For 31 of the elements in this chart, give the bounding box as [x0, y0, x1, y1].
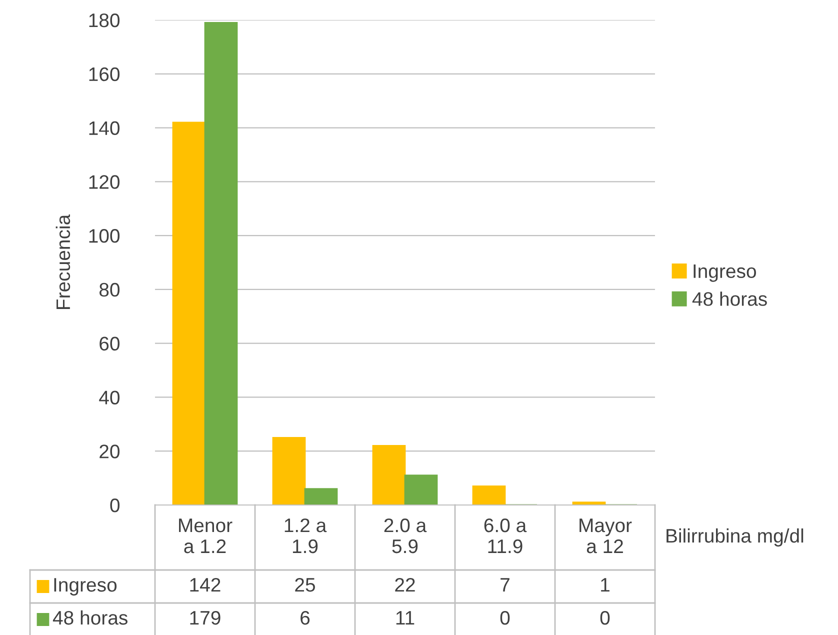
data-label: 1	[601, 578, 610, 592]
y-tick-label: 80	[99, 282, 120, 297]
x-tick-label: 2.0 a 5.9	[384, 518, 427, 554]
text: 48 horas	[52, 610, 128, 625]
y-tick-label: 0	[110, 498, 120, 512]
x-tick-label: 1.2 a 1.9	[284, 518, 327, 554]
y-tick-label: 160	[89, 67, 120, 82]
y-tick-label: 40	[99, 390, 120, 404]
x-axis-title: Bilirrubina mg/dl	[666, 528, 804, 547]
legend-label: Ingreso	[694, 264, 756, 282]
data-label: 22	[395, 578, 415, 592]
y-tick-label: 120	[89, 175, 120, 189]
data-label: 0	[600, 610, 610, 625]
x-tick-label: 6.0 a 11.9	[484, 518, 527, 554]
y-tick-label: 140	[89, 121, 120, 136]
y-tick-label: 180	[89, 13, 120, 28]
data-label: 0	[500, 610, 510, 625]
y-tick-label: 20	[100, 444, 120, 458]
data-label: 6	[300, 610, 310, 625]
legend-label: 48 horas	[692, 292, 767, 306]
y-tick-label: 60	[100, 336, 120, 351]
data-label: 142	[190, 578, 220, 592]
text: Ingreso	[54, 578, 117, 596]
data-label: 7	[500, 578, 510, 592]
x-tick-label: Mayor a 12	[580, 518, 632, 554]
data-label: 25	[295, 578, 315, 592]
x-tick-label: Menor a 1.2	[179, 518, 232, 554]
data-label: 11	[396, 611, 414, 625]
data-label: 179	[190, 610, 220, 625]
y-axis-title: Frecuencia	[56, 214, 70, 309]
y-tick-label: 100	[89, 229, 120, 243]
